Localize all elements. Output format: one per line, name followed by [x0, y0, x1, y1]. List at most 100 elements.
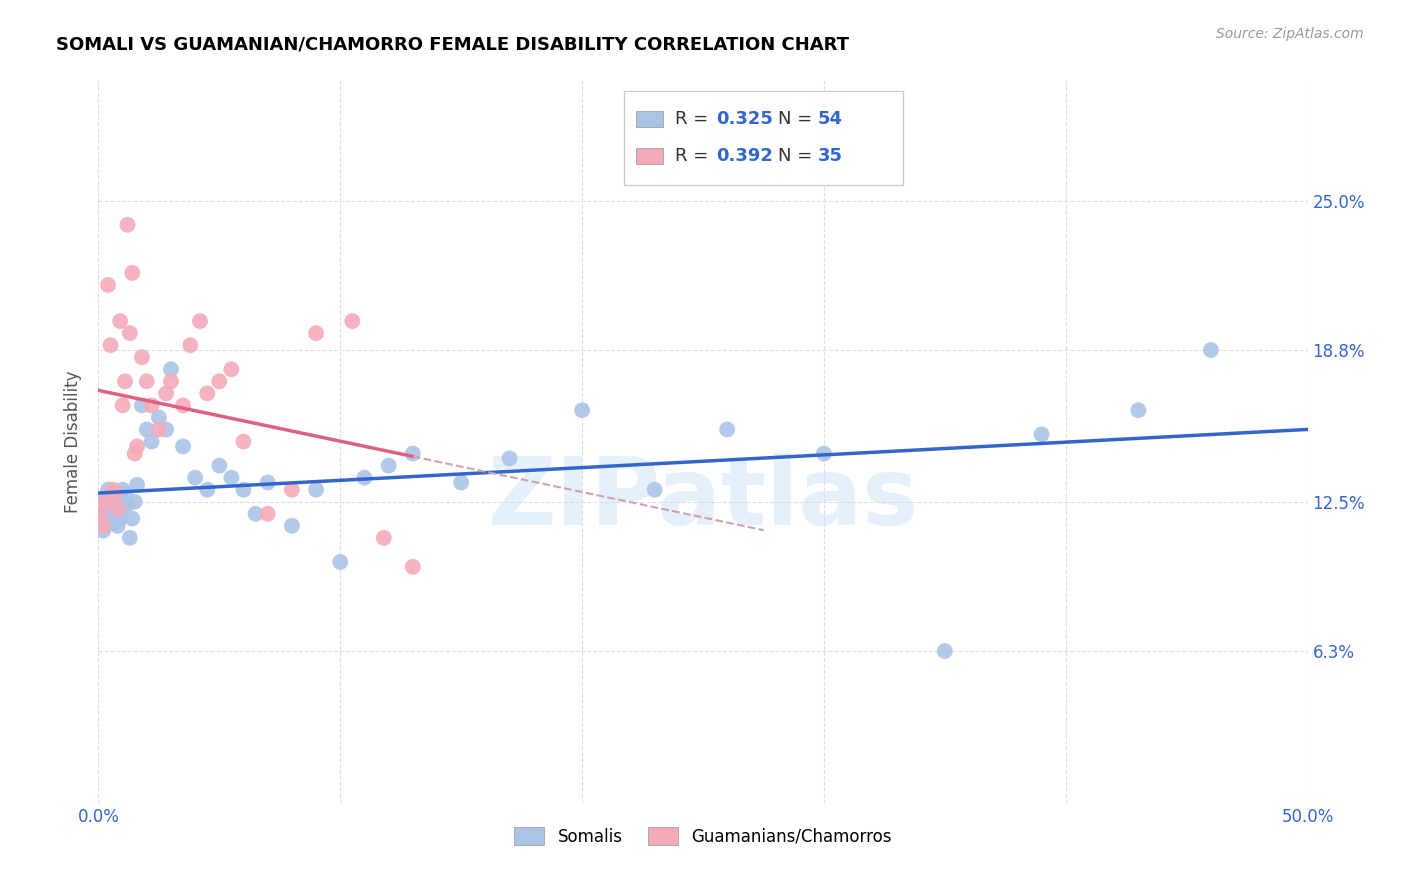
- Point: [1031, 427, 1053, 442]
- Point: [111, 483, 134, 497]
- Point: [245, 507, 267, 521]
- Point: [107, 502, 129, 516]
- Point: [1199, 343, 1222, 357]
- Point: [94, 494, 117, 508]
- Point: [148, 410, 170, 425]
- Point: [127, 478, 149, 492]
- Text: 54: 54: [818, 110, 842, 128]
- Point: [117, 497, 139, 511]
- Point: [450, 475, 472, 490]
- FancyBboxPatch shape: [637, 148, 664, 164]
- Point: [114, 374, 136, 388]
- Point: [232, 434, 254, 449]
- Point: [135, 374, 157, 388]
- Point: [141, 398, 163, 412]
- Point: [108, 511, 131, 525]
- Point: [184, 470, 207, 484]
- Text: SOMALI VS GUAMANIAN/CHAMORRO FEMALE DISABILITY CORRELATION CHART: SOMALI VS GUAMANIAN/CHAMORRO FEMALE DISA…: [56, 36, 849, 54]
- Point: [97, 483, 120, 497]
- Point: [716, 422, 738, 436]
- Point: [221, 470, 243, 484]
- Point: [101, 516, 124, 531]
- Point: [90, 507, 112, 521]
- Point: [107, 500, 129, 514]
- Point: [121, 511, 143, 525]
- Point: [91, 518, 114, 533]
- Point: [94, 492, 117, 507]
- Point: [172, 398, 194, 412]
- Point: [329, 555, 352, 569]
- Point: [221, 362, 243, 376]
- Point: [141, 434, 163, 449]
- Point: [498, 451, 520, 466]
- Point: [104, 504, 127, 518]
- Point: [124, 494, 146, 508]
- Point: [644, 483, 666, 497]
- Point: [104, 487, 127, 501]
- Text: 0.325: 0.325: [716, 110, 773, 128]
- Point: [377, 458, 399, 473]
- Point: [131, 398, 153, 412]
- Point: [127, 439, 149, 453]
- Point: [155, 422, 177, 436]
- Point: [101, 483, 124, 497]
- Text: R =: R =: [675, 110, 714, 128]
- Point: [179, 338, 201, 352]
- Point: [160, 362, 183, 376]
- Point: [195, 483, 218, 497]
- Point: [305, 483, 328, 497]
- Point: [100, 490, 122, 504]
- Point: [160, 374, 183, 388]
- Y-axis label: Female Disability: Female Disability: [65, 370, 83, 513]
- Point: [256, 475, 278, 490]
- Point: [124, 446, 146, 460]
- Point: [813, 446, 835, 460]
- Point: [571, 403, 593, 417]
- Text: R =: R =: [675, 147, 714, 165]
- FancyBboxPatch shape: [637, 111, 664, 127]
- Point: [148, 422, 170, 436]
- Point: [1128, 403, 1150, 417]
- Point: [195, 386, 218, 401]
- Text: 0.392: 0.392: [716, 147, 773, 165]
- Point: [111, 502, 134, 516]
- Point: [94, 511, 117, 525]
- Text: N =: N =: [778, 147, 818, 165]
- Point: [97, 502, 120, 516]
- Point: [208, 458, 231, 473]
- Point: [305, 326, 328, 340]
- Point: [91, 524, 114, 538]
- Point: [108, 492, 131, 507]
- Point: [232, 483, 254, 497]
- Point: [155, 386, 177, 401]
- Text: ZIPatlas: ZIPatlas: [488, 453, 918, 545]
- Point: [118, 531, 141, 545]
- Point: [208, 374, 231, 388]
- Point: [118, 326, 141, 340]
- Point: [256, 507, 278, 521]
- Point: [373, 531, 395, 545]
- Point: [281, 483, 304, 497]
- Point: [101, 497, 124, 511]
- Point: [402, 559, 425, 574]
- Text: 35: 35: [818, 147, 842, 165]
- Point: [121, 266, 143, 280]
- FancyBboxPatch shape: [624, 91, 903, 185]
- Text: N =: N =: [778, 110, 818, 128]
- Point: [281, 518, 304, 533]
- Point: [402, 446, 425, 460]
- Point: [117, 218, 139, 232]
- Point: [108, 314, 131, 328]
- Point: [172, 439, 194, 453]
- Point: [934, 644, 956, 658]
- Point: [107, 518, 129, 533]
- Point: [342, 314, 364, 328]
- Point: [135, 422, 157, 436]
- Point: [353, 470, 375, 484]
- Point: [188, 314, 211, 328]
- Point: [111, 398, 134, 412]
- Point: [97, 277, 120, 292]
- Point: [100, 509, 122, 524]
- Point: [100, 338, 122, 352]
- Text: Source: ZipAtlas.com: Source: ZipAtlas.com: [1216, 27, 1364, 41]
